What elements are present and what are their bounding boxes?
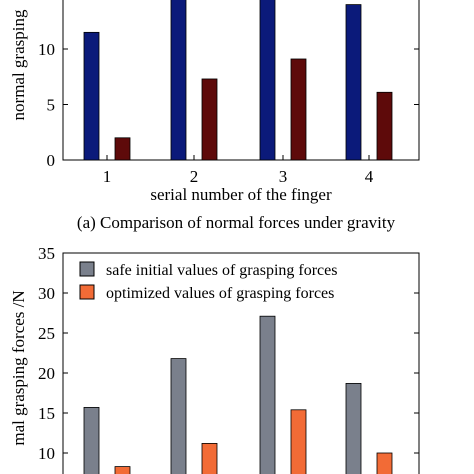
bar-top-series2-finger-3 <box>290 58 307 161</box>
chart-bottom: 10 15 20 25 30 35 mal grasping forces /N safe… <box>9 244 420 474</box>
y-tick-label-bottom: 35 <box>38 244 55 263</box>
bars-bottom <box>83 315 393 474</box>
chart-caption-top: (a) Comparison of normal forces under gr… <box>77 213 396 232</box>
bar-bottom-series1-finger-4 <box>345 382 362 474</box>
y-tick-label-bottom: 25 <box>38 324 55 343</box>
bar-top-series1-finger-4 <box>345 4 362 161</box>
bar-top-series2-finger-1 <box>114 137 131 161</box>
bar-top-series2-finger-4 <box>376 91 393 161</box>
x-tick-label-top: 2 <box>190 167 199 186</box>
y-tick-label-top: 5 <box>47 96 56 115</box>
bar-bottom-series1-finger-3 <box>259 315 276 474</box>
bar-top-series2-finger-2 <box>201 78 218 161</box>
bar-bottom-series2-finger-4 <box>376 452 393 474</box>
legend-label-optimized: optimized values of grasping forces <box>106 285 334 302</box>
y-tick-label-bottom: 15 <box>38 404 55 423</box>
bar-bottom-series1-finger-1 <box>83 406 100 474</box>
plot-frame-top <box>62 0 420 161</box>
bar-top-series1-finger-3 <box>259 0 276 161</box>
x-axis-label-top: serial number of the finger <box>150 185 332 204</box>
legend-swatch-optimized <box>79 284 95 300</box>
legend-swatch-safe-initial <box>79 261 95 277</box>
y-tick-label-bottom: 30 <box>38 284 55 303</box>
y-tick-label-top: 10 <box>38 40 55 59</box>
x-tick-label-top: 1 <box>103 167 112 186</box>
bar-bottom-series2-finger-3 <box>290 409 307 474</box>
y-axis-label-top: normal grasping <box>9 9 28 120</box>
y-ticks-bottom: 10 15 20 25 30 35 <box>38 244 419 463</box>
plot-frame-bottom <box>62 252 420 474</box>
bar-bottom-series2-finger-2 <box>201 442 218 474</box>
y-tick-label-bottom: 20 <box>38 364 55 383</box>
bar-top-series1-finger-1 <box>83 31 100 161</box>
y-tick-label-top: 0 <box>47 151 56 170</box>
x-tick-label-top: 3 <box>279 167 288 186</box>
x-tick-label-top: 4 <box>365 167 374 186</box>
y-ticks-top: 0 5 10 <box>38 40 419 170</box>
bars-top <box>83 0 393 161</box>
chart-top: 0 5 10 1 2 3 4 normal grasping serial number … <box>9 0 420 232</box>
y-axis-label-bottom: mal grasping forces /N <box>9 290 28 445</box>
legend: safe initial values of grasping forces o… <box>79 261 337 302</box>
bar-bottom-series1-finger-2 <box>170 358 187 474</box>
legend-label-safe-initial: safe initial values of grasping forces <box>106 262 337 279</box>
x-ticks-top: 1 2 3 4 <box>103 155 374 186</box>
bar-top-series1-finger-2 <box>170 0 187 161</box>
bar-bottom-series2-finger-1 <box>114 466 131 474</box>
y-tick-label-bottom: 10 <box>38 444 55 463</box>
